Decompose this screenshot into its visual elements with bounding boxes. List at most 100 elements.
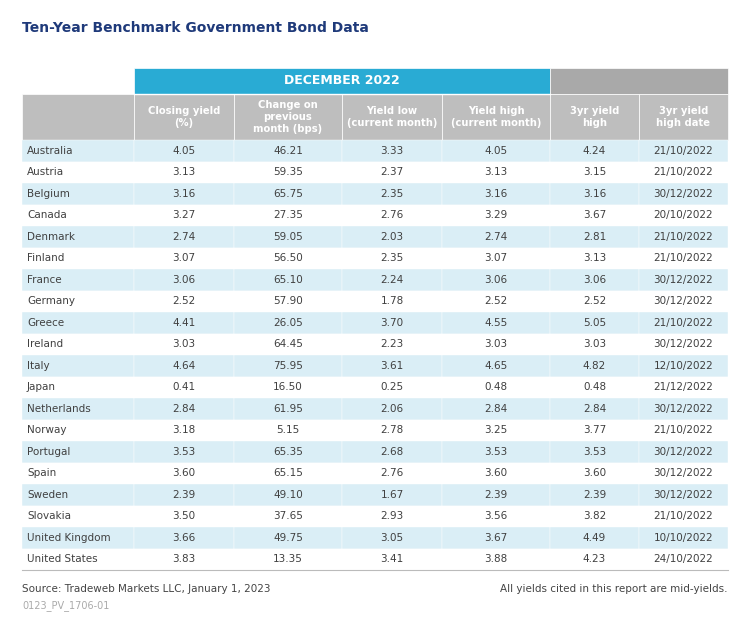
Bar bbox=[639, 527, 728, 549]
Bar bbox=[342, 94, 442, 140]
Bar bbox=[442, 269, 550, 290]
Text: Germany: Germany bbox=[27, 296, 75, 306]
Text: 57.90: 57.90 bbox=[273, 296, 303, 306]
Bar bbox=[134, 312, 234, 334]
Text: 3.29: 3.29 bbox=[484, 210, 508, 220]
Bar bbox=[134, 183, 234, 204]
Text: 37.65: 37.65 bbox=[273, 511, 303, 521]
Text: 2.24: 2.24 bbox=[380, 275, 404, 285]
Text: 21/12/2022: 21/12/2022 bbox=[653, 382, 713, 393]
Bar bbox=[134, 269, 234, 290]
Text: 2.37: 2.37 bbox=[380, 167, 404, 177]
Bar bbox=[550, 355, 639, 376]
Text: 0.48: 0.48 bbox=[484, 382, 508, 393]
Bar bbox=[550, 140, 639, 162]
Bar bbox=[639, 398, 728, 419]
Text: 2.52: 2.52 bbox=[172, 296, 196, 306]
Text: 2.74: 2.74 bbox=[484, 232, 508, 242]
Bar bbox=[342, 334, 442, 355]
Text: 3.25: 3.25 bbox=[484, 425, 508, 435]
Bar bbox=[22, 527, 134, 549]
Bar bbox=[442, 549, 550, 570]
Bar bbox=[639, 505, 728, 527]
Text: 12/10/2022: 12/10/2022 bbox=[653, 361, 713, 371]
Bar bbox=[442, 441, 550, 463]
Bar bbox=[442, 312, 550, 334]
Bar bbox=[442, 162, 550, 183]
Text: 2.39: 2.39 bbox=[583, 490, 606, 500]
Text: 3.27: 3.27 bbox=[172, 210, 196, 220]
Bar bbox=[342, 204, 442, 226]
Text: 30/12/2022: 30/12/2022 bbox=[653, 404, 713, 414]
Bar bbox=[342, 441, 442, 463]
Bar bbox=[342, 398, 442, 419]
Text: All yields cited in this report are mid-yields.: All yields cited in this report are mid-… bbox=[500, 584, 728, 594]
Text: 75.95: 75.95 bbox=[273, 361, 303, 371]
Text: 3.67: 3.67 bbox=[484, 533, 508, 543]
Bar bbox=[442, 248, 550, 269]
Bar bbox=[234, 355, 342, 376]
Text: Yield low
(current month): Yield low (current month) bbox=[346, 106, 437, 128]
Text: Japan: Japan bbox=[27, 382, 56, 393]
Text: 5.15: 5.15 bbox=[276, 425, 299, 435]
Text: Spain: Spain bbox=[27, 468, 56, 478]
Text: Change on
previous
month (bps): Change on previous month (bps) bbox=[254, 100, 322, 134]
Bar bbox=[234, 527, 342, 549]
Bar bbox=[134, 355, 234, 376]
Bar bbox=[22, 94, 134, 140]
Text: 4.65: 4.65 bbox=[484, 361, 508, 371]
Text: 65.35: 65.35 bbox=[273, 447, 303, 456]
Bar bbox=[639, 140, 728, 162]
Bar bbox=[22, 140, 134, 162]
Text: 2.74: 2.74 bbox=[172, 232, 196, 242]
Bar bbox=[22, 204, 134, 226]
Text: 3.77: 3.77 bbox=[583, 425, 606, 435]
Text: 21/10/2022: 21/10/2022 bbox=[653, 253, 713, 263]
Text: 30/12/2022: 30/12/2022 bbox=[653, 447, 713, 456]
Text: Source: Tradeweb Markets LLC, January 1, 2023: Source: Tradeweb Markets LLC, January 1,… bbox=[22, 584, 271, 594]
Text: Portugal: Portugal bbox=[27, 447, 70, 456]
Bar bbox=[234, 162, 342, 183]
Text: 2.23: 2.23 bbox=[380, 339, 404, 349]
Bar bbox=[342, 248, 442, 269]
Bar bbox=[442, 334, 550, 355]
Bar bbox=[342, 505, 442, 527]
Text: 30/12/2022: 30/12/2022 bbox=[653, 189, 713, 199]
Bar bbox=[550, 505, 639, 527]
Bar bbox=[22, 334, 134, 355]
Bar bbox=[342, 484, 442, 505]
Text: 3.06: 3.06 bbox=[172, 275, 196, 285]
Text: 3.83: 3.83 bbox=[172, 554, 196, 564]
Text: 3.50: 3.50 bbox=[172, 511, 196, 521]
Text: 30/12/2022: 30/12/2022 bbox=[653, 275, 713, 285]
Bar bbox=[639, 312, 728, 334]
Text: 2.81: 2.81 bbox=[583, 232, 606, 242]
Text: 16.50: 16.50 bbox=[273, 382, 303, 393]
Bar bbox=[550, 312, 639, 334]
Bar bbox=[22, 183, 134, 204]
Text: 3.15: 3.15 bbox=[583, 167, 606, 177]
Bar bbox=[234, 484, 342, 505]
Bar bbox=[550, 162, 639, 183]
Bar bbox=[342, 376, 442, 398]
Text: 2.06: 2.06 bbox=[380, 404, 404, 414]
Bar bbox=[550, 183, 639, 204]
Bar bbox=[234, 290, 342, 312]
Bar bbox=[442, 505, 550, 527]
Bar bbox=[234, 441, 342, 463]
Text: 56.50: 56.50 bbox=[273, 253, 303, 263]
Text: 59.35: 59.35 bbox=[273, 167, 303, 177]
Bar bbox=[22, 355, 134, 376]
Bar bbox=[22, 248, 134, 269]
Text: 3.53: 3.53 bbox=[484, 447, 508, 456]
Bar bbox=[134, 398, 234, 419]
Text: 3.41: 3.41 bbox=[380, 554, 404, 564]
Bar bbox=[342, 549, 442, 570]
Text: 49.10: 49.10 bbox=[273, 490, 303, 500]
Text: Greece: Greece bbox=[27, 318, 64, 328]
Text: Canada: Canada bbox=[27, 210, 67, 220]
Bar bbox=[639, 204, 728, 226]
Bar bbox=[639, 290, 728, 312]
Bar bbox=[550, 68, 728, 94]
Text: 3.53: 3.53 bbox=[583, 447, 606, 456]
